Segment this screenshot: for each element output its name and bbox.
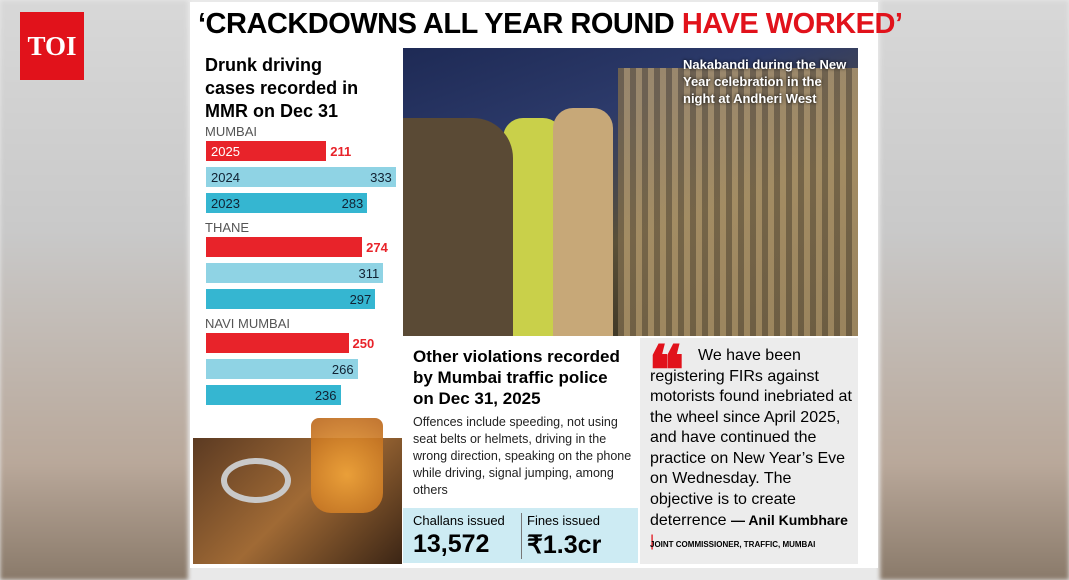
quote-author: — Anil Kumbhare [730, 512, 848, 528]
value-label: 283 [341, 196, 364, 211]
divider [521, 513, 522, 559]
quote-mark: ❝ [648, 333, 685, 409]
bar [206, 263, 384, 283]
chart: Drunk driving cases recorded in MMR on D… [193, 48, 402, 438]
value-label: 274 [366, 240, 388, 255]
bar [206, 289, 376, 309]
value-label: 311 [358, 266, 380, 281]
stat-label: Challans issued [413, 513, 505, 528]
bar [206, 333, 349, 353]
value-label: 266 [331, 362, 354, 377]
handcuffs-photo [193, 418, 402, 564]
stat-label: Fines issued [527, 513, 600, 528]
headline-black: ‘CRACKDOWNS ALL YEAR ROUND [198, 8, 675, 40]
quote-role: JOINT COMMISSIONER, TRAFFIC, MUMBAI [650, 540, 816, 549]
value-label: 250 [352, 336, 375, 351]
quote-text: We have been registering FIRs against mo… [650, 347, 852, 550]
chart-title: Drunk driving cases recorded in MMR on D… [205, 55, 359, 121]
violations-title: Other violations recorded by Mumbai traf… [413, 347, 620, 408]
legend-label: 2023 [211, 196, 240, 211]
headline-red: HAVE WORKED’ [681, 8, 903, 40]
group-label: THANE [205, 220, 250, 235]
headline: ‘CRACKDOWNS ALL YEAR ROUND HAVE WORKED’ [198, 8, 903, 41]
blurred-background [880, 0, 1069, 580]
value-label: 236 [314, 388, 337, 403]
quote-panel: ❝ We have been registering FIRs against … [640, 333, 858, 564]
legend-label: 2025 [211, 144, 240, 159]
glass [311, 418, 383, 513]
infographic: ‘CRACKDOWNS ALL YEAR ROUND HAVE WORKED’ … [190, 2, 903, 568]
value-label: 333 [370, 170, 392, 185]
barricade [618, 68, 858, 336]
photo-caption: Nakabandi during the New Year celebratio… [683, 57, 847, 106]
car [403, 118, 513, 336]
violations-panel: Other violations recorded by Mumbai traf… [403, 338, 638, 564]
legend-label: 2024 [211, 170, 240, 185]
value-label: 297 [349, 292, 372, 307]
group-label: MUMBAI [205, 124, 257, 139]
bar [206, 167, 396, 187]
bar [206, 141, 327, 161]
violations-text: Offences include speeding, not using sea… [413, 415, 632, 497]
stats-box: Challans issued 13,572 Fines issued ₹1.3… [403, 508, 638, 563]
blurred-background [0, 0, 188, 580]
police-photo: Nakabandi during the New Year celebratio… [403, 48, 858, 336]
bar [206, 385, 341, 405]
quote-body: We have been registering FIRs against mo… [650, 347, 852, 529]
bar [206, 359, 358, 379]
officer [553, 108, 613, 336]
handcuff [221, 458, 291, 503]
stat-value: ₹1.3cr [527, 531, 602, 559]
value-label: 211 [330, 144, 352, 159]
group-label: NAVI MUMBAI [205, 316, 290, 331]
stat-value: 13,572 [413, 530, 490, 558]
bar [206, 237, 363, 257]
bar [206, 193, 368, 213]
logo[interactable]: TOI [20, 12, 84, 80]
